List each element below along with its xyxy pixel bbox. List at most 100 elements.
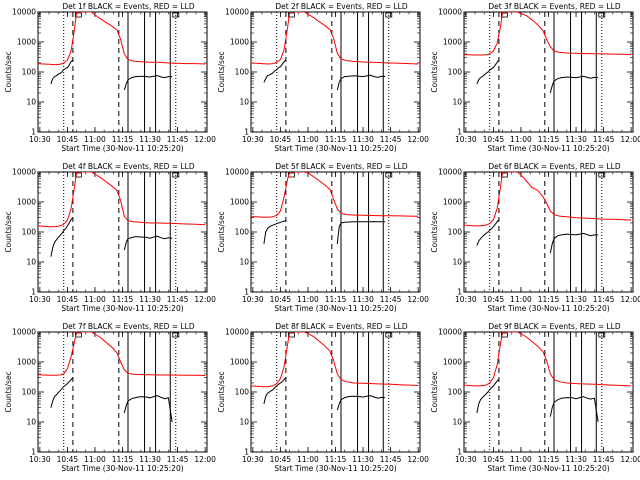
x-tick-label: 11:00 bbox=[84, 135, 106, 144]
panel-4: Det 4f BLACK = Events, RED = LLD 1 10 100 10… bbox=[4, 162, 216, 313]
events-series-line bbox=[476, 378, 500, 414]
panel-2: Det 2f BLACK = Events, RED = LLD 1 10 100 10… bbox=[217, 2, 429, 153]
y-tick-label: 1 bbox=[457, 448, 462, 457]
x-tick-label: 12:00 bbox=[194, 455, 216, 464]
x-tick-label: 11:15 bbox=[538, 455, 560, 464]
x-tick-label: 11:45 bbox=[380, 135, 402, 144]
y-tick-label: 1 bbox=[31, 128, 36, 137]
x-tick-label: 12:00 bbox=[620, 295, 640, 304]
y-tick-label: 10000 bbox=[12, 8, 36, 17]
interval-flag bbox=[501, 172, 508, 178]
panel-title: Det 7f BLACK = Events, RED = LLD bbox=[62, 322, 195, 331]
series-group bbox=[38, 12, 206, 91]
y-tick-label: 100 bbox=[235, 388, 250, 397]
events-series-line bbox=[263, 377, 287, 405]
x-tick-label: 10:30 bbox=[242, 135, 264, 144]
x-axis-label: Start Time (30-Nov-11 10:25:20) bbox=[487, 304, 609, 313]
y-axis-label: Counts/sec bbox=[430, 211, 439, 252]
panel-7: Det 7f BLACK = Events, RED = LLD 1 10 100 10… bbox=[4, 322, 216, 473]
events-series-line bbox=[549, 75, 599, 94]
y-tick-label: 1000 bbox=[443, 358, 462, 367]
events-series-line bbox=[336, 395, 386, 411]
x-tick-label: 10:45 bbox=[270, 135, 292, 144]
y-axis-label: Counts/sec bbox=[4, 211, 13, 252]
x-tick-label: 11:00 bbox=[510, 455, 532, 464]
y-tick-label: 1000 bbox=[230, 198, 249, 207]
panel-title: Det 8f BLACK = Events, RED = LLD bbox=[275, 322, 408, 331]
y-axis-label: Counts/sec bbox=[4, 51, 13, 92]
y-tick-label: 100 bbox=[235, 68, 250, 77]
x-tick-label: 11:30 bbox=[565, 455, 587, 464]
x-axis-label: Start Time (30-Nov-11 10:25:20) bbox=[274, 304, 396, 313]
series-group bbox=[38, 172, 206, 257]
y-tick-label: 10 bbox=[26, 418, 36, 427]
x-axis-label: Start Time (30-Nov-11 10:25:20) bbox=[274, 464, 396, 473]
y-tick-label: 100 bbox=[22, 388, 37, 397]
y-tick-label: 10000 bbox=[225, 8, 249, 17]
x-tick-label: 11:00 bbox=[84, 455, 106, 464]
x-tick-label: 12:00 bbox=[620, 455, 640, 464]
x-tick-label: 12:00 bbox=[620, 135, 640, 144]
y-tick-label: 100 bbox=[22, 68, 37, 77]
events-series-line bbox=[50, 59, 74, 85]
lld-series-line bbox=[464, 332, 632, 387]
x-tick-label: 11:15 bbox=[112, 455, 134, 464]
panel-title: Det 6f BLACK = Events, RED = LLD bbox=[488, 162, 621, 171]
interval-flag bbox=[598, 172, 606, 178]
x-tick-label: 11:45 bbox=[167, 135, 189, 144]
panel-1: Det 1f BLACK = Events, RED = LLD 1 10 100 10… bbox=[4, 2, 216, 153]
y-tick-label: 1 bbox=[244, 128, 249, 137]
x-tick-label: 10:30 bbox=[455, 135, 477, 144]
interval-flag bbox=[75, 332, 82, 338]
series-group bbox=[464, 12, 632, 94]
events-series-line bbox=[50, 377, 74, 408]
y-tick-label: 1 bbox=[457, 288, 462, 297]
lld-series-line bbox=[251, 332, 419, 388]
x-tick-label: 10:30 bbox=[29, 135, 51, 144]
events-series-line bbox=[336, 221, 386, 244]
x-tick-label: 11:15 bbox=[112, 135, 134, 144]
lld-series-line bbox=[464, 12, 632, 56]
y-tick-label: 1000 bbox=[17, 358, 36, 367]
y-tick-label: 1000 bbox=[230, 358, 249, 367]
events-series-line bbox=[549, 232, 599, 254]
y-tick-label: 10000 bbox=[225, 168, 249, 177]
x-tick-label: 10:45 bbox=[483, 135, 505, 144]
y-tick-label: 100 bbox=[22, 228, 37, 237]
x-tick-label: 10:45 bbox=[57, 135, 79, 144]
events-series-line bbox=[476, 219, 500, 246]
panel-title: Det 5f BLACK = Events, RED = LLD bbox=[275, 162, 408, 171]
panel-5: Det 5f BLACK = Events, RED = LLD 1 10 100 10… bbox=[217, 162, 429, 313]
lld-series-line bbox=[464, 172, 632, 227]
y-axis-label: Counts/sec bbox=[217, 211, 226, 252]
panel-3: Det 3f BLACK = Events, RED = LLD 1 10 100 10… bbox=[430, 2, 640, 153]
x-tick-label: 11:15 bbox=[325, 295, 347, 304]
x-tick-label: 11:45 bbox=[380, 455, 402, 464]
y-tick-label: 1 bbox=[31, 288, 36, 297]
x-tick-label: 12:00 bbox=[194, 295, 216, 304]
lld-series-line bbox=[38, 12, 206, 66]
series-group bbox=[251, 332, 419, 411]
x-tick-label: 11:30 bbox=[565, 135, 587, 144]
panel-6: Det 6f BLACK = Events, RED = LLD 1 10 100 10… bbox=[430, 162, 640, 313]
x-tick-label: 10:30 bbox=[242, 455, 264, 464]
lld-series-line bbox=[38, 172, 206, 228]
events-series-line bbox=[123, 75, 173, 91]
x-tick-label: 11:45 bbox=[593, 135, 615, 144]
x-tick-label: 11:00 bbox=[510, 135, 532, 144]
lld-series-line bbox=[251, 172, 419, 218]
interval-flag bbox=[75, 172, 82, 178]
y-tick-label: 10 bbox=[239, 258, 249, 267]
y-tick-label: 1000 bbox=[17, 198, 36, 207]
y-tick-label: 1 bbox=[244, 448, 249, 457]
x-tick-label: 11:00 bbox=[297, 135, 319, 144]
y-tick-label: 10 bbox=[239, 98, 249, 107]
y-tick-label: 1 bbox=[457, 128, 462, 137]
y-axis-label: Counts/sec bbox=[217, 51, 226, 92]
x-tick-label: 10:30 bbox=[455, 455, 477, 464]
events-series-line bbox=[263, 59, 287, 83]
interval-flag bbox=[501, 332, 508, 338]
y-axis-label: Counts/sec bbox=[4, 371, 13, 412]
y-tick-label: 1000 bbox=[443, 38, 462, 47]
panel-title: Det 3f BLACK = Events, RED = LLD bbox=[488, 2, 621, 11]
